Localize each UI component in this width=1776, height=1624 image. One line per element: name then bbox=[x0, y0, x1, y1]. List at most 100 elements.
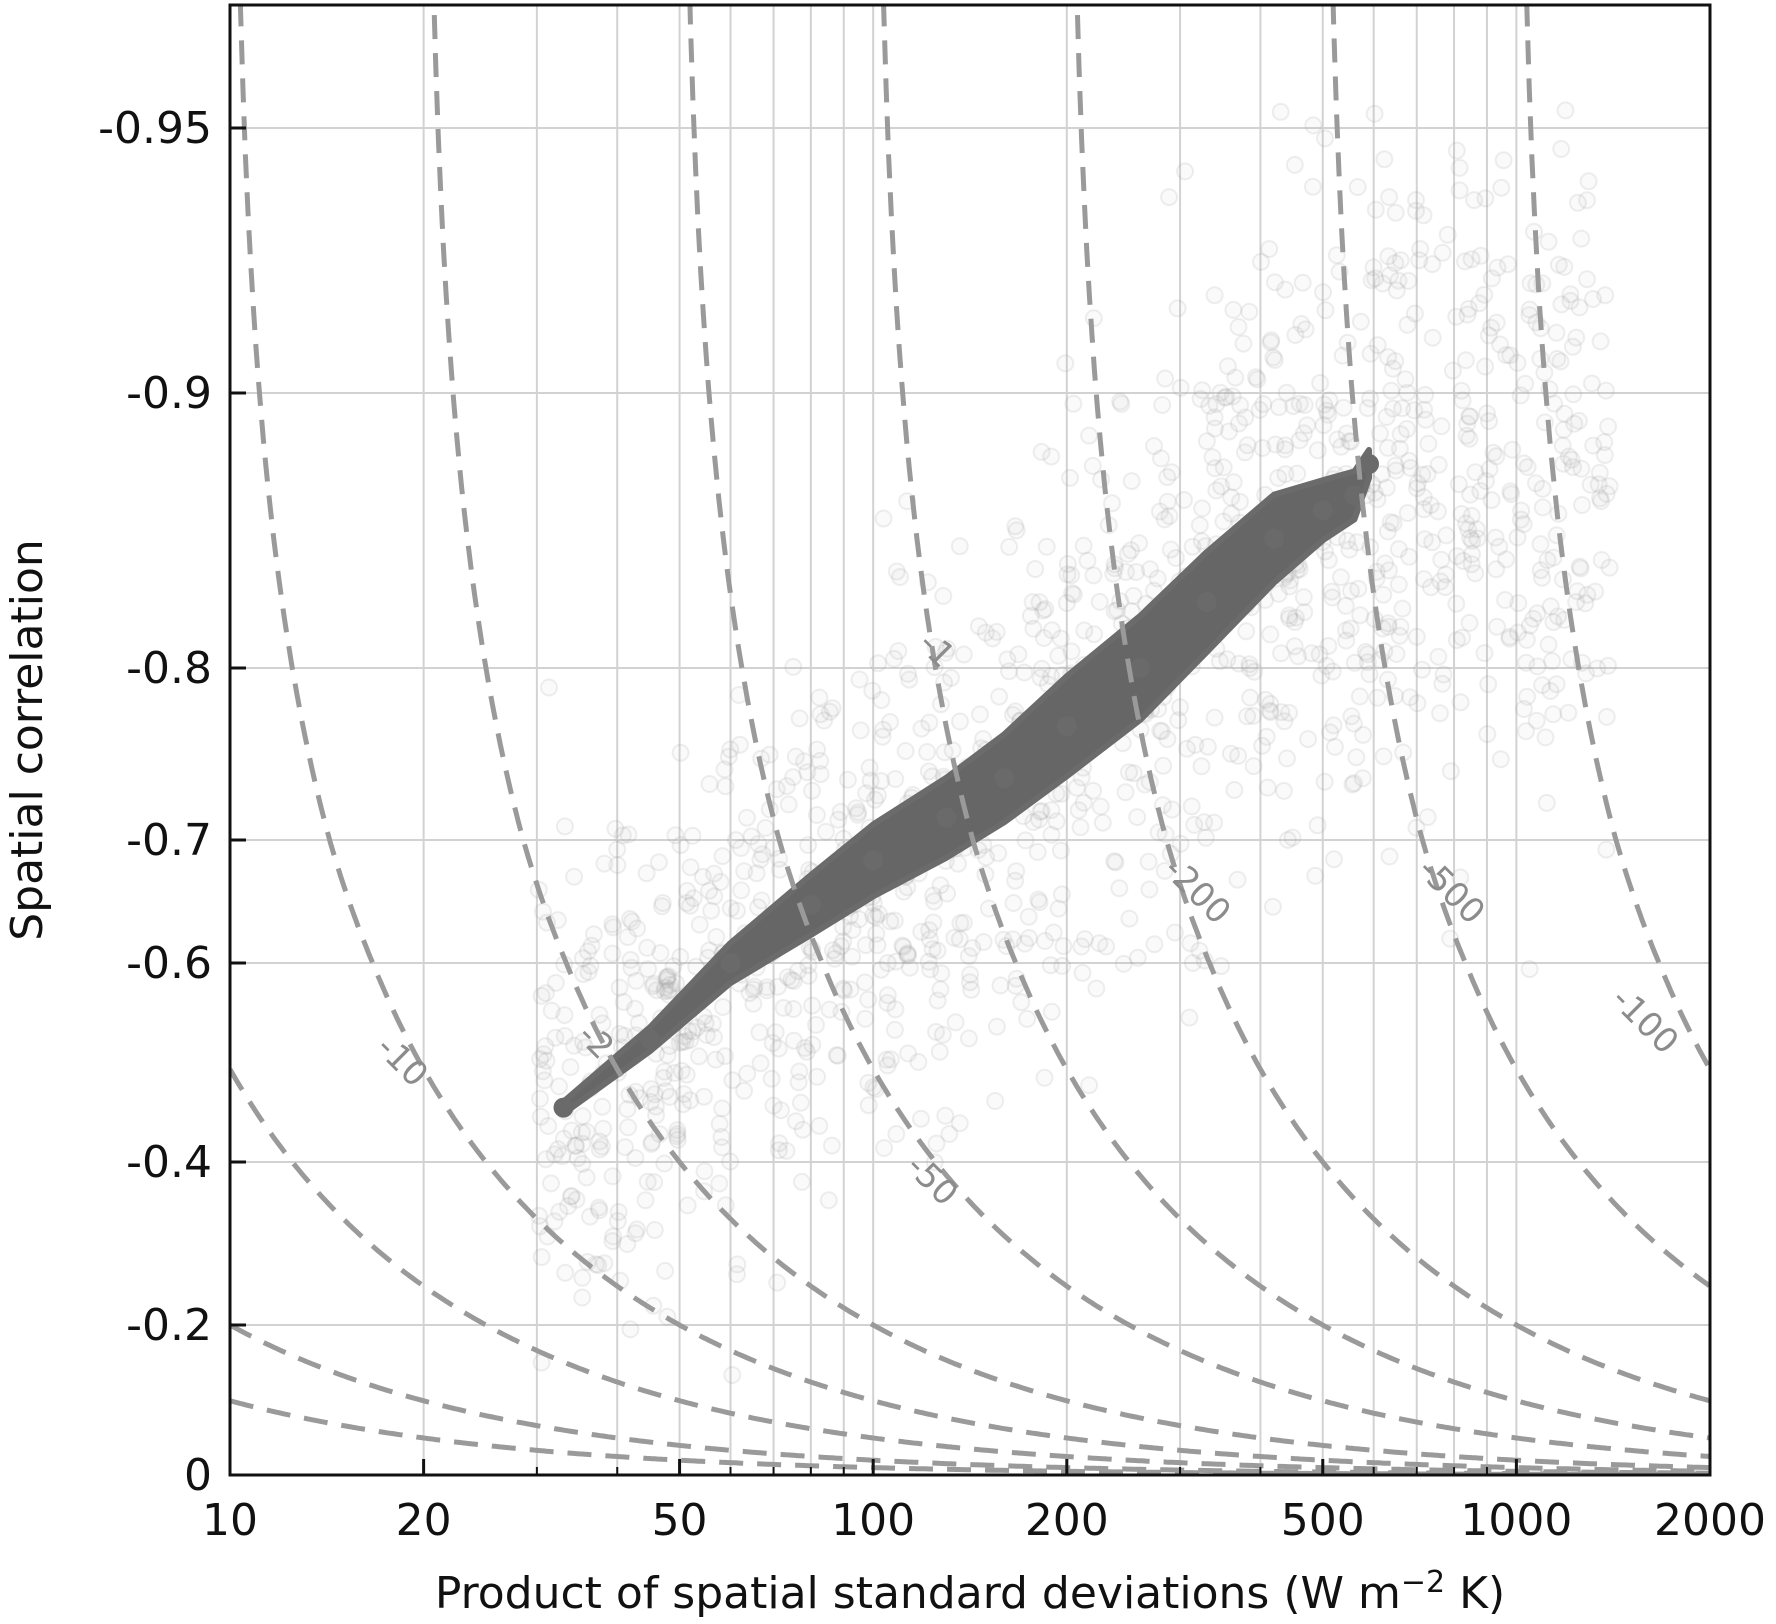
scatter-point bbox=[674, 1085, 693, 1104]
scatter-point bbox=[1502, 485, 1521, 504]
scatter-point bbox=[1490, 537, 1509, 556]
scatter-point bbox=[646, 1097, 665, 1116]
scatter-point bbox=[723, 1071, 742, 1090]
scatter-point bbox=[1337, 621, 1355, 640]
scatter-point bbox=[1415, 530, 1434, 549]
scatter-point bbox=[1372, 465, 1391, 484]
scatter-point bbox=[1035, 1068, 1054, 1087]
scatter-point bbox=[655, 1154, 674, 1173]
scatter-point bbox=[1576, 594, 1595, 613]
scatter-point bbox=[665, 1064, 684, 1082]
scatter-point bbox=[1103, 494, 1121, 513]
scatter-point bbox=[1334, 398, 1353, 417]
scatter-point bbox=[1429, 647, 1448, 666]
scatter-point bbox=[931, 876, 950, 895]
scatter-point bbox=[1378, 522, 1397, 541]
scatter-point bbox=[1398, 504, 1417, 522]
scatter-point bbox=[950, 1114, 969, 1133]
band-point bbox=[1344, 485, 1365, 506]
x-tick-label: 2000 bbox=[1654, 1495, 1766, 1546]
scatter-point bbox=[619, 825, 638, 844]
scatter-point bbox=[1447, 631, 1466, 650]
scatter-point bbox=[951, 712, 969, 731]
scatter-point bbox=[795, 752, 814, 771]
x-tick-label: 1000 bbox=[1460, 1495, 1572, 1546]
scatter-point bbox=[555, 1027, 574, 1045]
scatter-point bbox=[1600, 558, 1619, 577]
scatter-point bbox=[1461, 407, 1479, 426]
scatter-point bbox=[1520, 306, 1539, 325]
scatter-point bbox=[1285, 613, 1304, 631]
scatter-point bbox=[693, 867, 712, 886]
scatter-point bbox=[593, 1097, 612, 1116]
scatter-point bbox=[1520, 960, 1539, 979]
scatter-point bbox=[1390, 626, 1409, 645]
scatter-point bbox=[1112, 394, 1131, 413]
scatter-point bbox=[576, 1038, 595, 1057]
scatter-point bbox=[608, 1212, 627, 1231]
scatter-point bbox=[1516, 374, 1535, 393]
scatter-point bbox=[753, 845, 772, 864]
scatter-point bbox=[1458, 305, 1477, 324]
scatter-point bbox=[1058, 565, 1077, 584]
scatter-point bbox=[1447, 594, 1466, 613]
scatter-point bbox=[1110, 879, 1129, 898]
scatter-point bbox=[738, 1064, 757, 1083]
scatter-point bbox=[1496, 591, 1515, 609]
scatter-point bbox=[954, 645, 973, 664]
scatter-point bbox=[627, 1220, 646, 1239]
scatter-point bbox=[1211, 383, 1230, 402]
x-tick-label: 20 bbox=[396, 1495, 452, 1546]
scatter-point bbox=[1120, 909, 1139, 928]
scatter-point bbox=[532, 1248, 551, 1267]
scatter-point bbox=[961, 965, 980, 984]
scatter-point bbox=[1344, 774, 1363, 793]
scatter-point bbox=[885, 649, 903, 668]
scatter-point bbox=[1154, 756, 1173, 775]
scatter-point bbox=[1294, 588, 1313, 607]
scatter-point bbox=[791, 1093, 810, 1112]
scatter-point bbox=[676, 1032, 695, 1051]
scatter-point bbox=[1140, 880, 1159, 899]
scatter-point bbox=[1539, 232, 1558, 251]
scatter-point bbox=[1497, 346, 1516, 365]
scatter-point bbox=[954, 913, 973, 932]
scatter-point bbox=[1238, 707, 1257, 726]
scatter-point bbox=[1368, 336, 1387, 355]
scatter-point bbox=[1487, 447, 1506, 466]
scatter-point bbox=[1182, 797, 1201, 816]
scatter-point bbox=[643, 1133, 661, 1152]
scatter-point bbox=[757, 978, 776, 997]
scatter-point bbox=[1567, 328, 1586, 347]
scatter-point bbox=[1000, 662, 1018, 681]
scatter-point bbox=[847, 799, 866, 818]
scatter-point bbox=[1084, 566, 1103, 585]
scatter-point bbox=[642, 1080, 660, 1099]
scatter-point bbox=[889, 642, 908, 660]
scatter-point bbox=[1475, 285, 1494, 304]
scatter-point bbox=[1527, 711, 1546, 730]
scatter-point bbox=[1386, 254, 1405, 273]
scatter-point bbox=[574, 965, 593, 984]
scatter-point bbox=[713, 847, 732, 866]
scatter-point bbox=[1322, 582, 1341, 601]
x-tick-labels: 10 20 50 100 200 500 1000 2000 bbox=[202, 1495, 1766, 1546]
scatter-point bbox=[1271, 102, 1290, 121]
scatter-point bbox=[1205, 708, 1224, 727]
scatter-point bbox=[1016, 831, 1035, 850]
scatter-point bbox=[1161, 540, 1180, 559]
scatter-point bbox=[1156, 369, 1175, 388]
scatter-point bbox=[872, 772, 891, 791]
scatter-point bbox=[732, 881, 751, 900]
scatter-point bbox=[707, 928, 726, 946]
scatter-point bbox=[912, 719, 931, 738]
scatter-point bbox=[1266, 435, 1285, 454]
scatter-point bbox=[1389, 540, 1408, 559]
scatter-point bbox=[918, 743, 937, 761]
scatter-point bbox=[1554, 454, 1573, 473]
scatter-point bbox=[1155, 861, 1174, 880]
scatter-point bbox=[655, 982, 674, 1001]
scatter-point bbox=[1261, 694, 1280, 713]
scatter-point bbox=[1153, 396, 1172, 414]
band-point bbox=[1130, 658, 1151, 678]
